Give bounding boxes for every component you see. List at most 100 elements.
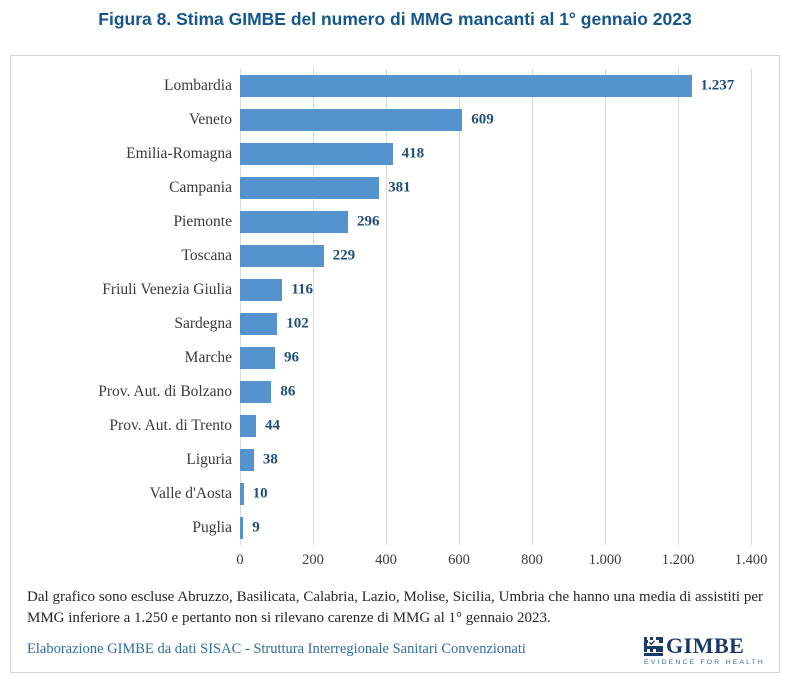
bar-row: Friuli Venezia Giulia 116	[11, 273, 751, 307]
bar-value-label: 609	[471, 111, 494, 128]
bar-track: 381	[240, 171, 751, 205]
bar-rows: Lombardia 1.237 Veneto 609 Emilia-Romagna 418…	[11, 69, 751, 545]
bar-category-label: Valle d'Aosta	[149, 485, 232, 502]
bar-value-label: 102	[286, 315, 309, 332]
bar	[240, 75, 692, 97]
bar-track: 229	[240, 239, 751, 273]
bar	[240, 177, 380, 199]
bar-track: 38	[240, 443, 751, 477]
bar-value-label: 44	[265, 417, 281, 434]
bar	[240, 483, 244, 505]
bar-track: 44	[240, 409, 751, 443]
bar-row: Sardegna 102	[11, 307, 751, 341]
bar-category-label: Prov. Aut. di Trento	[109, 417, 232, 434]
bar-row: Marche 96	[11, 341, 751, 375]
bar-value-label: 96	[284, 349, 300, 366]
bar-value-label: 9	[252, 519, 260, 536]
bar-value-label: 116	[291, 281, 314, 298]
bar	[240, 449, 254, 471]
bar-value-label: 381	[388, 179, 411, 196]
bar-track: 116	[240, 273, 751, 307]
gridline	[240, 69, 241, 545]
x-tick-label: 800	[521, 552, 543, 568]
gridline	[678, 69, 679, 545]
bar-row: Piemonte 296	[11, 205, 751, 239]
bar-row: Puglia 9	[11, 511, 751, 545]
bar	[240, 313, 278, 335]
bar-value-label: 229	[332, 247, 356, 264]
gimbe-tagline: EVIDENCE FOR HEALTH	[644, 659, 765, 666]
gridline	[313, 69, 314, 545]
x-tick-label: 1.000	[588, 552, 622, 568]
bar-track: 10	[240, 477, 751, 511]
bar-row: Lombardia 1.237	[11, 69, 751, 103]
bar-track: 102	[240, 307, 751, 341]
x-axis: 0 200 400 600 800 1.000 1.200 1.400	[236, 552, 767, 572]
bar-category-label: Puglia	[192, 519, 232, 536]
bar-row: Campania 381	[11, 171, 751, 205]
bar-row: Valle d'Aosta 10	[11, 477, 751, 511]
gimbe-wordmark: GIMBE	[666, 633, 745, 658]
gridline	[605, 69, 606, 545]
bar-track: 86	[240, 375, 751, 409]
bar-row: Emilia-Romagna 418	[11, 137, 751, 171]
gridline	[532, 69, 533, 545]
bar-value-label: 418	[401, 145, 425, 162]
gridlines	[240, 69, 752, 545]
bar	[240, 245, 324, 267]
gridline	[459, 69, 460, 545]
bar-category-label: Prov. Aut. di Bolzano	[98, 383, 232, 400]
bar	[240, 279, 283, 301]
bar-category-label: Campania	[169, 179, 232, 196]
gridline	[386, 69, 387, 545]
bar	[240, 347, 276, 369]
figure-title: Figura 8. Stima GIMBE del numero di MMG …	[98, 9, 692, 29]
bar-category-label: Emilia-Romagna	[126, 145, 232, 162]
bar-category-label: Veneto	[188, 111, 232, 128]
x-tick-label: 400	[375, 552, 397, 568]
gimbe-checkered-icon	[644, 636, 664, 656]
bar-category-label: Friuli Venezia Giulia	[102, 281, 232, 298]
bar-track: 9	[240, 511, 751, 545]
bar	[240, 381, 272, 403]
bar-category-label: Marche	[184, 349, 232, 366]
bar	[240, 143, 393, 165]
bar-category-label: Lombardia	[163, 77, 232, 94]
bar-value-label: 38	[262, 451, 278, 468]
bar-row: Prov. Aut. di Trento 44	[11, 409, 751, 443]
x-tick-label: 200	[302, 552, 324, 568]
bar	[240, 109, 463, 131]
x-tick-label: 600	[448, 552, 470, 568]
bar-track: 96	[240, 341, 751, 375]
bar-category-label: Liguria	[186, 451, 232, 468]
figure-note: Dal grafico sono escluse Abruzzo, Basili…	[27, 589, 763, 626]
bar-row: Liguria 38	[11, 443, 751, 477]
bar-track: 609	[240, 103, 751, 137]
bar-value-label: 86	[280, 383, 296, 400]
bar-track: 296	[240, 205, 751, 239]
bar-value-label: 296	[357, 213, 380, 230]
source-text: Elaborazione GIMBE da dati SISAC - Strut…	[27, 641, 526, 657]
bar	[240, 517, 244, 539]
source-row: Elaborazione GIMBE da dati SISAC - Strut…	[27, 635, 769, 667]
bar-track: 1.237	[240, 69, 751, 103]
bar-chart: Lombardia 1.237 Veneto 609 Emilia-Romagna 418…	[11, 69, 779, 545]
bar-row: Veneto 609	[11, 103, 751, 137]
x-tick-label: 1.400	[734, 552, 768, 568]
bar-category-label: Piemonte	[173, 213, 232, 230]
bar-value-label: 1.237	[700, 77, 735, 94]
bar	[240, 211, 349, 233]
bar	[240, 415, 257, 437]
gimbe-logo: GIMBE EVIDENCE FOR HEALTH	[644, 635, 769, 666]
gimbe-logo-top: GIMBE	[644, 635, 744, 657]
bar-value-label: 10	[252, 485, 268, 502]
bar-category-label: Toscana	[181, 247, 232, 264]
chart-container: Lombardia 1.237 Veneto 609 Emilia-Romagna 418…	[10, 55, 780, 673]
x-tick-label: 0	[236, 552, 244, 568]
gridline	[751, 69, 752, 545]
bar-row: Toscana 229	[11, 239, 751, 273]
bar-category-label: Sardegna	[174, 315, 232, 332]
bar-track: 418	[240, 137, 751, 171]
x-tick-label: 1.200	[661, 552, 695, 568]
